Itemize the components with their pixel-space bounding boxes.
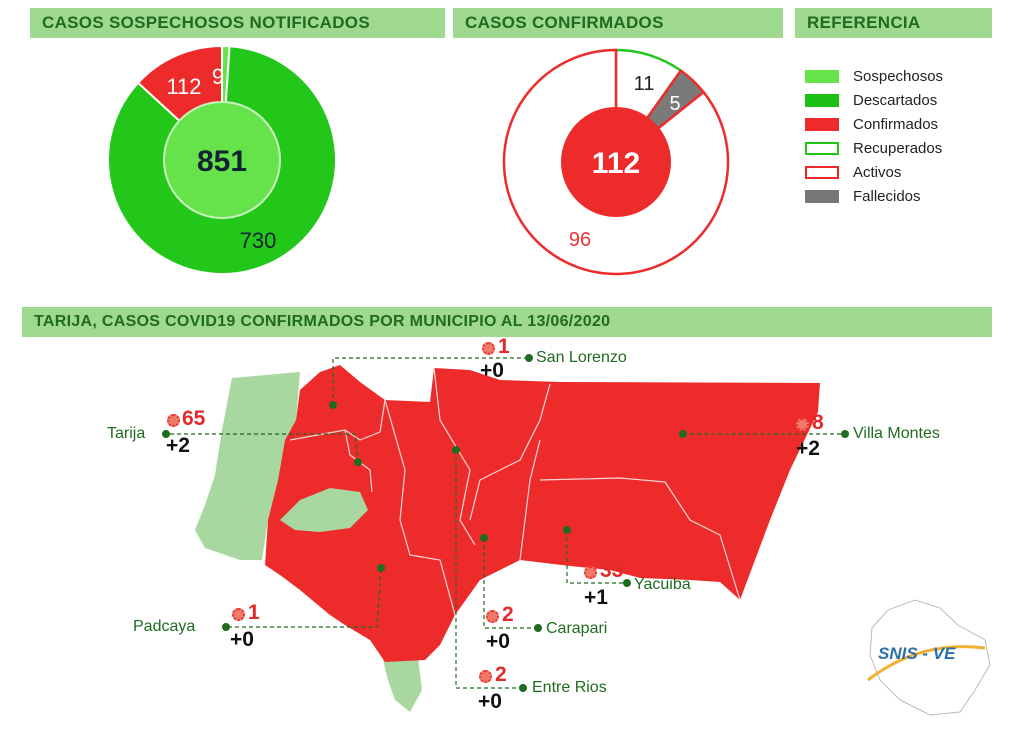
virus-icon	[796, 418, 809, 431]
virus-icon	[584, 566, 597, 579]
virus-icon	[486, 610, 499, 623]
legend: Sospechosos Descartados Confirmados Recuper…	[805, 64, 943, 208]
legend-item: Sospechosos	[805, 64, 943, 88]
map-header: TARIJA, CASOS COVID19 CONFIRMADOS POR MU…	[22, 307, 992, 337]
virus-icon	[482, 342, 495, 355]
municipio-name: Villa Montes	[853, 425, 940, 442]
municipio-name: Carapari	[546, 620, 608, 637]
municipio-name: Entre Rios	[532, 679, 607, 696]
slice-label: 96	[569, 229, 591, 251]
slice-label: 5	[669, 93, 680, 115]
case-count: 1	[248, 601, 260, 624]
donut-center	[163, 101, 281, 219]
case-count: 33	[600, 559, 624, 582]
death-count: +0	[478, 690, 502, 713]
legend-item: Descartados	[805, 88, 943, 112]
municipio-name: San Lorenzo	[536, 349, 627, 366]
death-count: +0	[480, 359, 504, 382]
legend-item: Activos	[805, 160, 943, 184]
legend-swatch	[805, 69, 839, 83]
slice-label: 730	[240, 228, 277, 253]
death-count: +1	[584, 586, 608, 609]
virus-icon	[232, 608, 245, 621]
legend-item: Fallecidos	[805, 184, 943, 208]
slice-label: 11	[634, 73, 655, 95]
confirmed-cases-header: CASOS CONFIRMADOS	[453, 8, 783, 38]
legend-item: Confirmados	[805, 112, 943, 136]
municipio-name: Yacuiba	[634, 576, 691, 593]
legend-swatch	[805, 117, 839, 131]
virus-icon	[479, 670, 492, 683]
legend-swatch	[805, 165, 839, 179]
death-count: +2	[796, 437, 820, 460]
virus-icon	[167, 414, 180, 427]
snis-logo-map-icon	[867, 599, 991, 716]
slice-label: 112	[166, 74, 201, 99]
suspected-cases-header: CASOS SOSPECHOSOS NOTIFICADOS	[30, 8, 445, 38]
snis-logo-text: SNIS - VE	[878, 644, 956, 663]
slice-label: 9	[212, 64, 224, 89]
map-west-region	[195, 372, 300, 560]
reference-header: REFERENCIA	[795, 8, 992, 38]
death-count: +0	[486, 630, 510, 653]
center-total: 851	[197, 145, 247, 178]
legend-label: Descartados	[853, 91, 938, 109]
death-count: +2	[166, 434, 190, 457]
map-department	[265, 365, 820, 662]
legend-label: Confirmados	[853, 115, 939, 133]
tarija-map	[162, 354, 849, 712]
legend-swatch	[805, 189, 839, 203]
legend-label: Activos	[853, 163, 902, 181]
case-count: 2	[495, 663, 507, 686]
map-south-region	[383, 658, 422, 712]
legend-swatch	[805, 141, 839, 155]
legend-item: Recuperados	[805, 136, 943, 160]
legend-label: Fallecidos	[853, 187, 921, 205]
case-count: 65	[182, 407, 206, 430]
municipio-name: Tarija	[107, 425, 146, 442]
suspected-donut-chart: 851 730 112 9	[107, 44, 337, 275]
legend-swatch	[805, 93, 839, 107]
death-count: +0	[230, 628, 254, 651]
case-count: 8	[812, 411, 824, 434]
donut-center	[561, 107, 671, 217]
case-count: 1	[498, 335, 510, 358]
center-total: 112	[592, 147, 640, 180]
legend-label: Recuperados	[853, 139, 943, 157]
map-lake	[280, 488, 368, 532]
confirmed-donut-chart: 112 96 11 5	[502, 48, 730, 276]
municipio-name: Padcaya	[133, 618, 196, 635]
legend-label: Sospechosos	[853, 67, 944, 85]
case-count: 2	[502, 603, 514, 626]
